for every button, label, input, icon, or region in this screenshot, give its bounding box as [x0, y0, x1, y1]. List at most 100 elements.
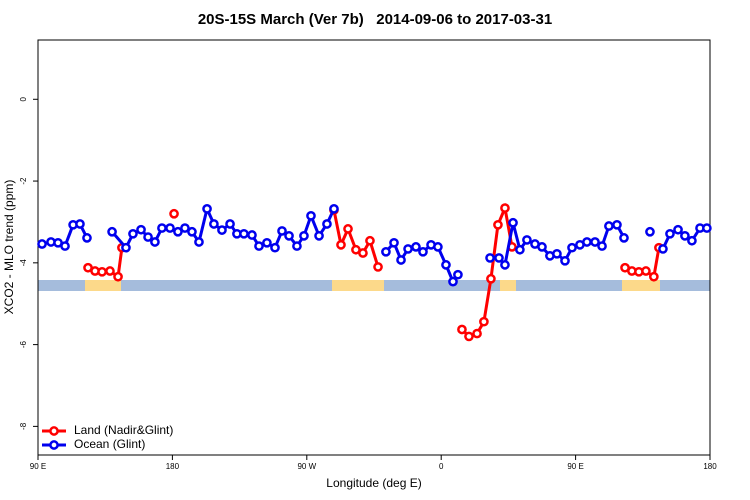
point [453, 269, 463, 280]
point [121, 242, 131, 253]
point [165, 223, 175, 233]
point [284, 230, 294, 241]
point [381, 246, 391, 257]
point [358, 248, 368, 258]
point [486, 273, 496, 284]
point [292, 241, 302, 251]
legend-marker [49, 440, 59, 450]
land-strip [332, 280, 384, 291]
point [687, 235, 697, 246]
plot-frame [37, 39, 711, 456]
point [515, 244, 525, 255]
point [604, 221, 614, 231]
point [418, 246, 428, 257]
y-tick-label: -4 [19, 259, 28, 267]
point [500, 203, 510, 213]
point [493, 219, 503, 230]
point [136, 224, 146, 235]
point [202, 204, 212, 214]
point [373, 262, 383, 272]
point [105, 266, 115, 276]
legend: Land (Nadir&Glint)Ocean (Glint) [42, 423, 173, 451]
point [254, 241, 264, 251]
point [82, 233, 92, 243]
point [552, 248, 562, 259]
point [329, 204, 339, 214]
point [97, 266, 107, 277]
point [343, 224, 353, 234]
point [673, 224, 683, 235]
point [306, 210, 316, 221]
point [128, 228, 138, 239]
x-tick-label: 180 [166, 462, 180, 471]
point [403, 244, 413, 254]
point [107, 226, 117, 237]
point [37, 239, 47, 249]
point [113, 271, 123, 282]
point [143, 232, 153, 242]
point [217, 225, 227, 235]
y-tick-label: -2 [19, 177, 28, 185]
point [537, 242, 547, 252]
y-tick-label: 0 [19, 97, 28, 102]
x-tick-label: 90 W [297, 462, 316, 471]
point [180, 223, 190, 233]
point [262, 237, 272, 248]
chart-title: 20S-15S March (Ver 7b) 2014-09-06 to 201… [198, 11, 552, 28]
point [194, 237, 204, 247]
land-strip [85, 280, 121, 291]
point [150, 237, 160, 247]
point [645, 226, 655, 237]
point [472, 328, 482, 339]
point [590, 237, 600, 247]
x-tick-label: 90 E [567, 462, 583, 471]
point [322, 219, 332, 229]
point [336, 239, 346, 250]
point [75, 219, 85, 229]
point [612, 219, 622, 230]
point [448, 276, 458, 287]
point [567, 242, 577, 253]
point [597, 241, 607, 251]
point [658, 244, 668, 254]
point [560, 255, 570, 266]
point [270, 242, 280, 253]
surface-strip [38, 280, 710, 291]
point [649, 271, 659, 282]
point [457, 324, 467, 335]
point [680, 230, 690, 241]
x-tick-label: 0 [439, 462, 444, 471]
point [187, 226, 197, 237]
point [522, 235, 532, 245]
point [464, 331, 474, 342]
land-strip [500, 280, 516, 291]
point [619, 233, 629, 243]
point [411, 242, 421, 252]
y-tick-label: -8 [19, 422, 28, 430]
point [389, 237, 399, 248]
point [157, 223, 167, 233]
y-tick-label: -6 [19, 341, 28, 349]
point [433, 242, 443, 252]
x-tick-label: 180 [703, 462, 717, 471]
legend-label: Ocean (Glint) [74, 437, 145, 451]
point [508, 217, 518, 228]
legend-label: Land (Nadir&Glint) [74, 423, 173, 437]
point [299, 230, 309, 241]
point [396, 255, 406, 265]
point [641, 266, 651, 276]
point [441, 260, 451, 270]
point [500, 260, 510, 270]
point [239, 228, 249, 239]
land-strip [622, 280, 660, 291]
point [247, 230, 257, 240]
point [665, 228, 675, 239]
legend-marker [49, 426, 59, 436]
point [314, 230, 324, 241]
point [702, 223, 712, 233]
point [173, 226, 183, 237]
point [485, 253, 495, 263]
point [582, 237, 592, 247]
point [209, 219, 219, 229]
